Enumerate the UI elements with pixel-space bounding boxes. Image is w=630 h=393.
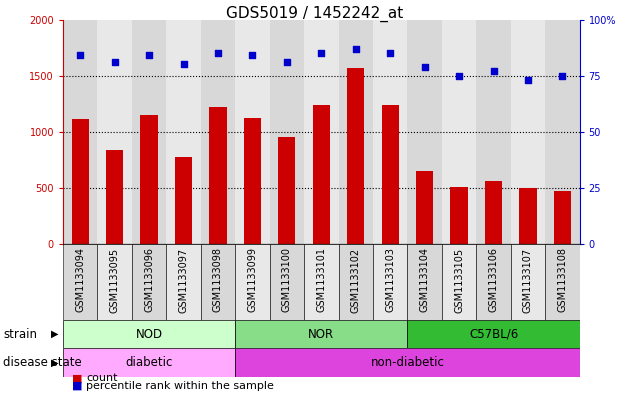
Bar <box>235 348 580 377</box>
Text: GSM1133104: GSM1133104 <box>420 248 430 312</box>
Text: GSM1133108: GSM1133108 <box>558 248 568 312</box>
Text: C57BL/6: C57BL/6 <box>469 327 518 341</box>
Bar <box>235 20 270 244</box>
Text: GSM1133101: GSM1133101 <box>316 248 326 312</box>
Bar <box>98 20 132 244</box>
Point <box>420 64 430 70</box>
Bar <box>373 20 408 244</box>
Bar <box>235 320 408 348</box>
Bar <box>416 171 433 244</box>
Point <box>178 61 188 68</box>
Point <box>454 72 464 79</box>
Bar <box>485 182 502 244</box>
Text: GSM1133102: GSM1133102 <box>351 248 361 312</box>
Bar <box>347 68 364 244</box>
Bar <box>511 244 545 320</box>
Bar <box>175 158 192 244</box>
Bar <box>201 20 235 244</box>
Text: GSM1133103: GSM1133103 <box>385 248 395 312</box>
Text: GSM1133106: GSM1133106 <box>488 248 498 312</box>
Text: NOD: NOD <box>135 327 163 341</box>
Bar <box>442 244 476 320</box>
Text: GSM1133100: GSM1133100 <box>282 248 292 312</box>
Point <box>144 52 154 59</box>
Text: GSM1133099: GSM1133099 <box>248 248 258 312</box>
Bar <box>554 191 571 244</box>
Bar <box>408 320 580 348</box>
Text: GDS5019 / 1452242_at: GDS5019 / 1452242_at <box>226 6 404 22</box>
Bar <box>235 244 270 320</box>
Bar <box>519 188 537 244</box>
Text: GSM1133107: GSM1133107 <box>523 248 533 312</box>
Bar <box>408 244 442 320</box>
Text: non-diabetic: non-diabetic <box>370 356 444 369</box>
Point <box>316 50 326 56</box>
Text: ■: ■ <box>72 381 83 391</box>
Bar <box>166 244 201 320</box>
Bar <box>278 137 295 244</box>
Bar <box>476 20 511 244</box>
Point <box>385 50 395 56</box>
Bar <box>106 150 123 244</box>
Bar <box>166 20 201 244</box>
Bar <box>63 320 235 348</box>
Point <box>558 72 568 79</box>
Bar <box>140 115 158 244</box>
Point <box>523 77 533 83</box>
Bar <box>338 20 373 244</box>
Text: GSM1133094: GSM1133094 <box>75 248 85 312</box>
Point <box>488 68 498 74</box>
Bar <box>201 244 235 320</box>
Bar <box>72 119 89 244</box>
Bar <box>244 118 261 244</box>
Bar <box>312 105 330 244</box>
Bar <box>98 244 132 320</box>
Bar <box>450 187 467 244</box>
Text: count: count <box>86 373 118 383</box>
Text: GSM1133096: GSM1133096 <box>144 248 154 312</box>
Bar <box>442 20 476 244</box>
Bar <box>132 20 166 244</box>
Bar <box>545 244 580 320</box>
Text: NOR: NOR <box>308 327 335 341</box>
Bar <box>270 244 304 320</box>
Point <box>213 50 223 56</box>
Text: GSM1133095: GSM1133095 <box>110 248 120 312</box>
Bar <box>545 20 580 244</box>
Bar <box>63 20 98 244</box>
Bar <box>304 20 338 244</box>
Bar <box>382 105 399 244</box>
Bar <box>476 244 511 320</box>
Text: ■: ■ <box>72 373 83 383</box>
Bar <box>511 20 545 244</box>
Bar <box>270 20 304 244</box>
Text: percentile rank within the sample: percentile rank within the sample <box>86 381 274 391</box>
Point <box>351 46 361 52</box>
Text: diabetic: diabetic <box>125 356 173 369</box>
Text: disease state: disease state <box>3 356 82 369</box>
Text: ▶: ▶ <box>51 358 59 367</box>
Bar <box>373 244 408 320</box>
Point <box>110 59 120 65</box>
Text: GSM1133098: GSM1133098 <box>213 248 223 312</box>
Text: GSM1133105: GSM1133105 <box>454 248 464 312</box>
Bar <box>304 244 338 320</box>
Text: ▶: ▶ <box>51 329 59 339</box>
Bar <box>63 348 235 377</box>
Text: strain: strain <box>3 327 37 341</box>
Point <box>75 52 85 59</box>
Bar <box>209 107 227 244</box>
Text: GSM1133097: GSM1133097 <box>178 248 188 312</box>
Bar <box>63 244 98 320</box>
Bar <box>408 20 442 244</box>
Point <box>248 52 258 59</box>
Bar <box>132 244 166 320</box>
Point <box>282 59 292 65</box>
Bar <box>338 244 373 320</box>
